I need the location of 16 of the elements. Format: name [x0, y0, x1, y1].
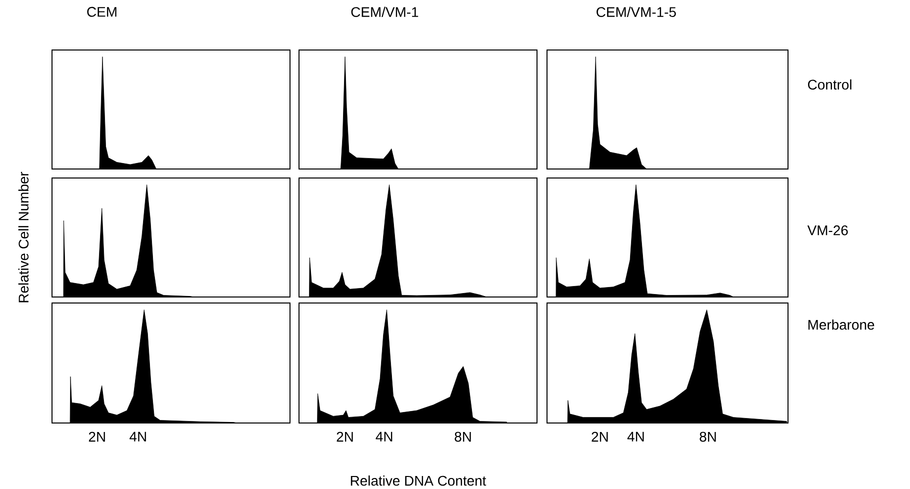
x-tick-label: 2N — [592, 432, 608, 442]
y-axis-title: Relative Cell Number — [18, 172, 29, 302]
y2-axis-title: VM-26 — [807, 225, 848, 236]
chart-title: CEM — [87, 6, 116, 17]
y2-axis-title: Control — [808, 79, 852, 90]
chart-title: CEM/VM-1 — [351, 6, 418, 17]
x-axis-title: Relative DNA Content — [350, 475, 486, 486]
x-tick-label: 2N — [88, 432, 105, 442]
x-tick-label: 4N — [130, 432, 146, 442]
chart-title: CEM/VM-1-5 — [596, 6, 676, 17]
x-tick-label: 8N — [700, 432, 716, 442]
x-tick-label: 4N — [376, 432, 392, 442]
x-tick-label: 2N — [336, 432, 353, 442]
y2-axis-title: Merbarone — [808, 319, 874, 330]
x-tick-label: 8N — [454, 432, 471, 442]
x-tick-label: 4N — [627, 432, 644, 442]
